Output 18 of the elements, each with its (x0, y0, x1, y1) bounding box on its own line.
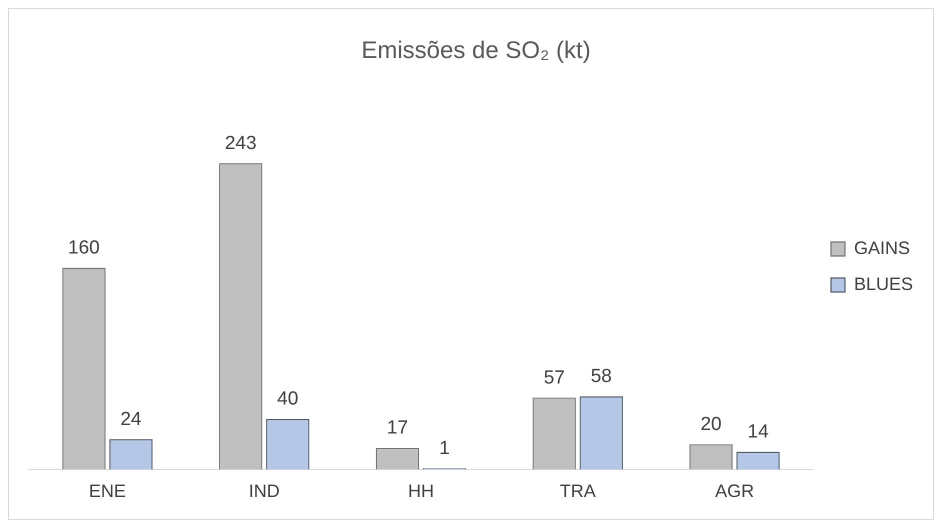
data-label: 57 (544, 367, 565, 388)
x-tick-label: HH (408, 481, 434, 502)
x-tick-label: ENE (88, 481, 126, 502)
x-tick-label: TRA (560, 481, 596, 502)
data-label: 58 (590, 366, 612, 388)
data-label: 40 (277, 388, 298, 410)
data-label: 1 (439, 438, 450, 459)
data-label: 14 (748, 421, 770, 442)
x-tick-label: IND (248, 481, 280, 502)
data-label: 24 (120, 408, 142, 430)
chart-title: Emissões de SO₂ (kt) (361, 37, 591, 64)
data-label: 20 (700, 414, 722, 435)
legend-label: GAINS (854, 238, 910, 258)
data-label: 243 (224, 132, 257, 154)
legend-label: BLUES (854, 274, 914, 294)
data-label: 17 (386, 418, 408, 439)
x-tick-label: AGR (715, 481, 754, 502)
data-label: 160 (68, 238, 100, 258)
